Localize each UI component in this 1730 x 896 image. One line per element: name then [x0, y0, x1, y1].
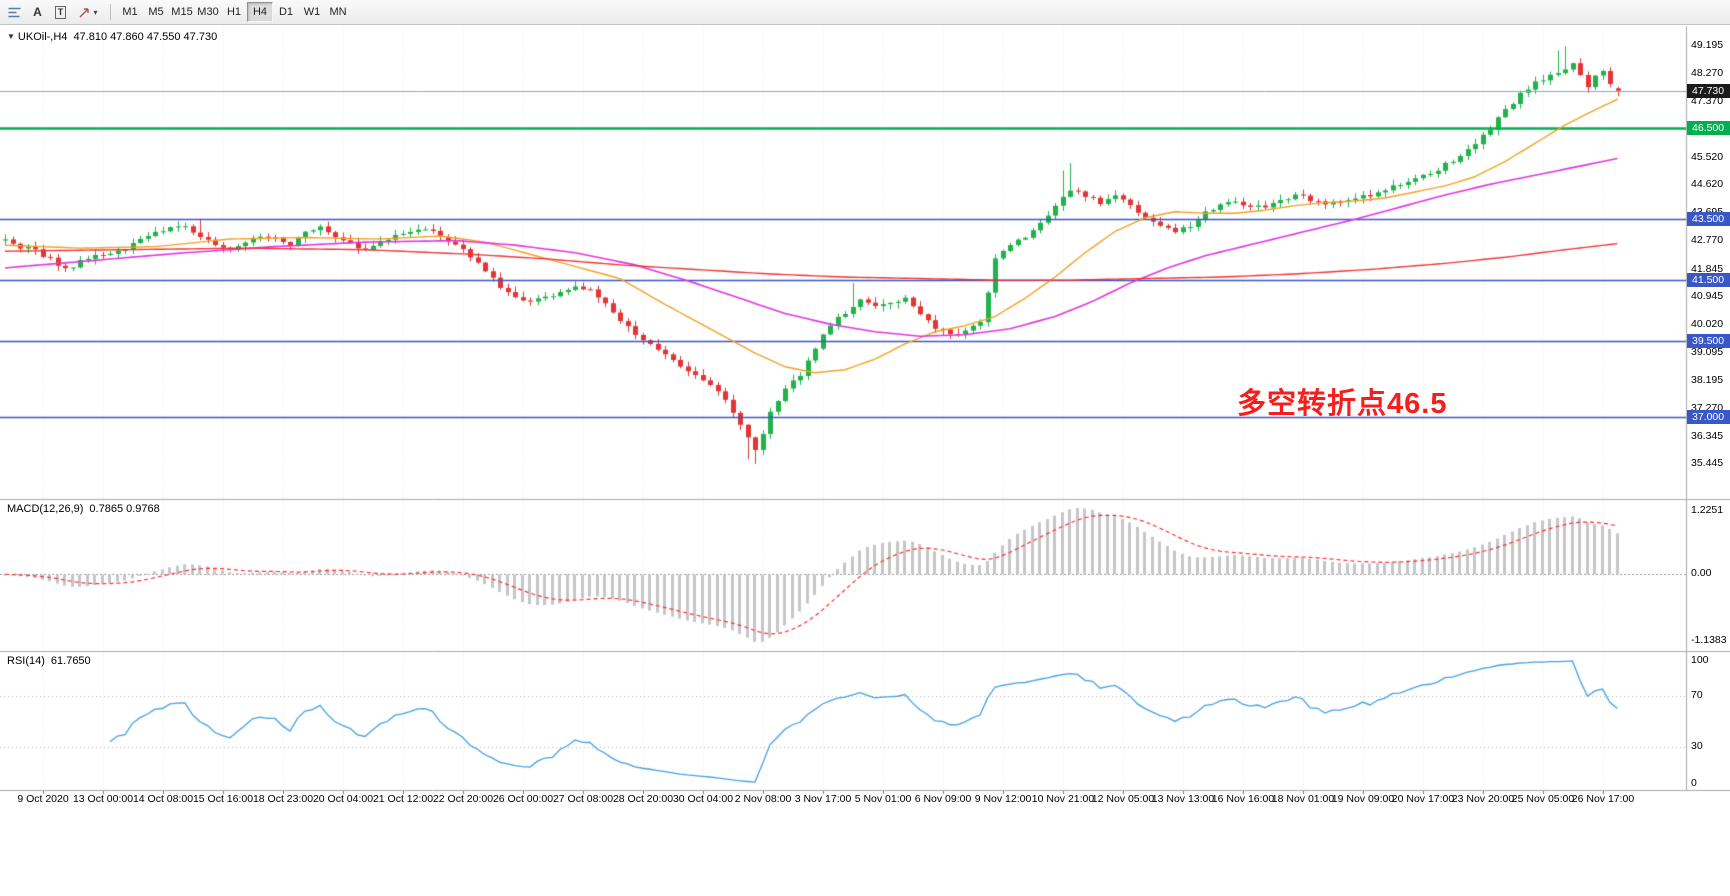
main-toolbar: A T ▾ M1 M5 M15 M30 H1 H4 D1 W1 MN [0, 0, 1730, 25]
time-axis-label: 27 Oct 08:00 [552, 793, 614, 805]
timeframe-button-h4[interactable]: H4 [247, 2, 273, 22]
price-scale-label: 39.095 [1691, 346, 1724, 358]
timeframe-button-m30[interactable]: M30 [195, 2, 221, 22]
price-scale-label: 45.520 [1691, 151, 1724, 163]
chart-lines-icon [8, 7, 21, 17]
timeframe-button-m5[interactable]: M5 [143, 2, 169, 22]
symbol-header: ▼ UKOil-,H4 47.810 47.860 47.550 47.730 [7, 31, 217, 43]
rsi-scale-label: 100 [1691, 654, 1709, 666]
macd-indicator-label: MACD(12,26,9) 0.7865 0.9768 [7, 503, 160, 515]
time-axis-label: 15 Oct 16:00 [192, 793, 254, 805]
time-axis-label: 30 Oct 04:00 [672, 793, 734, 805]
price-scale-label: 42.770 [1691, 234, 1724, 246]
price-scale-label: 41.845 [1691, 263, 1724, 275]
text-tool-button[interactable]: T [49, 2, 72, 22]
time-axis-label: 22 Oct 20:00 [432, 793, 494, 805]
macd-name: MACD(12,26,9) [7, 503, 84, 515]
timeframe-button-group: M1 M5 M15 M30 H1 H4 D1 W1 MN [117, 2, 351, 22]
rsi-scale-label: 0 [1691, 777, 1697, 789]
time-axis-label: 25 Nov 05:00 [1511, 793, 1575, 805]
time-axis-label: 9 Oct 2020 [17, 793, 69, 805]
symbol-dropdown-icon[interactable]: ▼ [7, 32, 15, 41]
label-tool-button[interactable]: A [26, 2, 49, 22]
price-scale-label: 38.195 [1691, 374, 1724, 386]
rsi-indicator-label: RSI(14) 61.7650 [7, 655, 91, 667]
time-axis-label: 9 Nov 12:00 [974, 793, 1032, 805]
macd-scale-zero-label: 0.00 [1691, 567, 1712, 579]
ohlc-values: 47.810 47.860 47.550 47.730 [73, 31, 218, 43]
rsi-value: 61.7650 [50, 655, 91, 667]
time-axis-label: 20 Oct 04:00 [312, 793, 374, 805]
timeframe-button-m15[interactable]: M15 [169, 2, 195, 22]
timeframe-button-mn[interactable]: MN [325, 2, 351, 22]
time-axis-label: 19 Nov 09:00 [1331, 793, 1395, 805]
price-scale-label: 35.445 [1691, 457, 1724, 469]
chart-annotation: 多空转折点46.5 [1237, 388, 1448, 420]
time-axis-label: 26 Nov 17:00 [1571, 793, 1635, 805]
time-axis-label: 18 Nov 01:00 [1271, 793, 1335, 805]
time-axis-label: 13 Nov 13:00 [1151, 793, 1215, 805]
price-badge-level: 41.500 [1687, 273, 1730, 287]
price-scale-label: 40.945 [1691, 290, 1724, 302]
price-scale-label: 44.620 [1691, 178, 1724, 190]
time-axis-label: 13 Oct 00:00 [72, 793, 134, 805]
letter-a-icon: A [33, 5, 42, 19]
arrow-icon [79, 7, 90, 17]
time-axis-label: 12 Nov 05:00 [1091, 793, 1155, 805]
price-scale-label: 49.195 [1691, 39, 1724, 51]
price-scale-label: 48.270 [1691, 67, 1724, 79]
time-axis-label: 21 Oct 12:00 [372, 793, 434, 805]
price-badge-level: 43.500 [1687, 212, 1730, 226]
price-badge-level: 37.000 [1687, 410, 1730, 424]
time-axis-label: 26 Oct 00:00 [492, 793, 554, 805]
rsi-scale-label: 30 [1691, 740, 1703, 752]
timeframe-button-w1[interactable]: W1 [299, 2, 325, 22]
timeframe-button-m1[interactable]: M1 [117, 2, 143, 22]
price-scale-label: 47.370 [1691, 95, 1724, 107]
timeframe-button-h1[interactable]: H1 [221, 2, 247, 22]
time-axis-label: 10 Nov 21:00 [1031, 793, 1095, 805]
time-axis-label: 20 Nov 17:00 [1391, 793, 1455, 805]
price-scale-label: 36.345 [1691, 430, 1724, 442]
price-badge-pivot: 46.500 [1687, 121, 1730, 135]
macd-scale-min-label: -1.1383 [1691, 634, 1727, 646]
time-axis-label: 23 Nov 20:00 [1451, 793, 1515, 805]
toolbar-separator [110, 4, 111, 20]
macd-values: 0.7865 0.9768 [89, 503, 160, 515]
rsi-name: RSI(14) [7, 655, 45, 667]
price-badge-last-price: 47.730 [1687, 84, 1730, 98]
time-axis-label: 5 Nov 01:00 [854, 793, 912, 805]
symbol-period-title: UKOil-,H4 [17, 31, 68, 43]
time-axis-label: 3 Nov 17:00 [794, 793, 852, 805]
rsi-scale-label: 70 [1691, 689, 1703, 701]
time-axis-label: 2 Nov 08:00 [734, 793, 792, 805]
time-axis-label: 28 Oct 20:00 [612, 793, 674, 805]
price-scale-label: 40.020 [1691, 318, 1724, 330]
chart-tool-button[interactable] [3, 2, 26, 22]
macd-scale-max-label: 1.2251 [1691, 504, 1724, 516]
time-axis-label: 14 Oct 08:00 [132, 793, 194, 805]
arrow-style-tool-button[interactable]: ▾ [72, 2, 104, 22]
timeframe-button-d1[interactable]: D1 [273, 2, 299, 22]
time-axis-label: 16 Nov 16:00 [1211, 793, 1275, 805]
time-axis-label: 6 Nov 09:00 [914, 793, 972, 805]
price-badge-level: 39.500 [1687, 334, 1730, 348]
letter-t-icon: T [54, 5, 67, 19]
time-axis-label: 18 Oct 23:00 [252, 793, 314, 805]
dropdown-caret-icon: ▾ [93, 7, 98, 17]
